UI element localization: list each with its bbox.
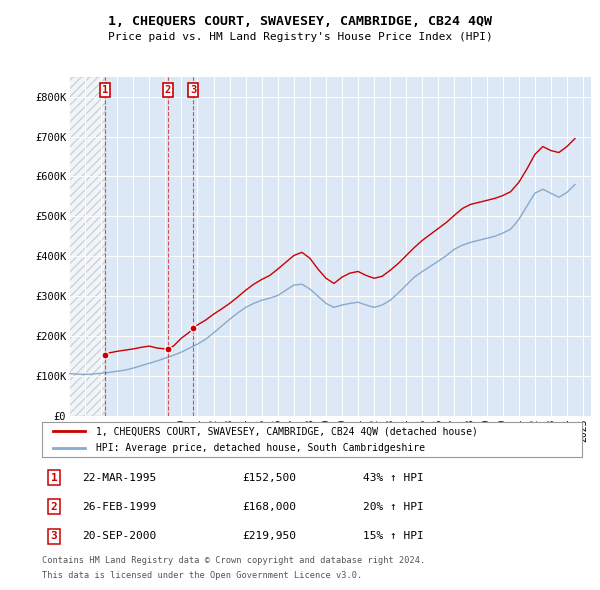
Text: 20-SEP-2000: 20-SEP-2000 bbox=[83, 532, 157, 541]
Text: 3: 3 bbox=[190, 85, 196, 95]
Text: Price paid vs. HM Land Registry's House Price Index (HPI): Price paid vs. HM Land Registry's House … bbox=[107, 32, 493, 42]
Text: £152,500: £152,500 bbox=[242, 473, 296, 483]
Text: 2: 2 bbox=[50, 502, 57, 512]
Text: 15% ↑ HPI: 15% ↑ HPI bbox=[364, 532, 424, 541]
Text: 1: 1 bbox=[101, 85, 108, 95]
Text: £168,000: £168,000 bbox=[242, 502, 296, 512]
Text: 43% ↑ HPI: 43% ↑ HPI bbox=[364, 473, 424, 483]
Text: 1, CHEQUERS COURT, SWAVESEY, CAMBRIDGE, CB24 4QW: 1, CHEQUERS COURT, SWAVESEY, CAMBRIDGE, … bbox=[108, 15, 492, 28]
Text: 20% ↑ HPI: 20% ↑ HPI bbox=[364, 502, 424, 512]
Text: 22-MAR-1995: 22-MAR-1995 bbox=[83, 473, 157, 483]
Text: 1: 1 bbox=[50, 473, 57, 483]
Text: £219,950: £219,950 bbox=[242, 532, 296, 541]
Text: HPI: Average price, detached house, South Cambridgeshire: HPI: Average price, detached house, Sout… bbox=[96, 442, 425, 453]
Text: This data is licensed under the Open Government Licence v3.0.: This data is licensed under the Open Gov… bbox=[42, 571, 362, 579]
Text: Contains HM Land Registry data © Crown copyright and database right 2024.: Contains HM Land Registry data © Crown c… bbox=[42, 556, 425, 565]
Bar bbox=[69, 77, 104, 416]
Text: 1, CHEQUERS COURT, SWAVESEY, CAMBRIDGE, CB24 4QW (detached house): 1, CHEQUERS COURT, SWAVESEY, CAMBRIDGE, … bbox=[96, 427, 478, 437]
Text: 3: 3 bbox=[50, 532, 57, 541]
FancyBboxPatch shape bbox=[42, 422, 582, 457]
Text: 2: 2 bbox=[164, 85, 171, 95]
Text: 26-FEB-1999: 26-FEB-1999 bbox=[83, 502, 157, 512]
